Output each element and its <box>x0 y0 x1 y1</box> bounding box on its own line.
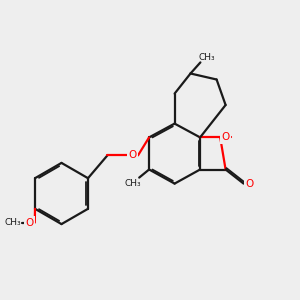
Text: O: O <box>128 150 137 161</box>
Text: CH₃: CH₃ <box>4 218 21 227</box>
Text: O: O <box>25 218 34 228</box>
Text: CH₃: CH₃ <box>124 178 141 188</box>
Text: O: O <box>221 132 230 142</box>
Text: CH₃: CH₃ <box>199 52 215 62</box>
Text: O: O <box>245 178 253 189</box>
